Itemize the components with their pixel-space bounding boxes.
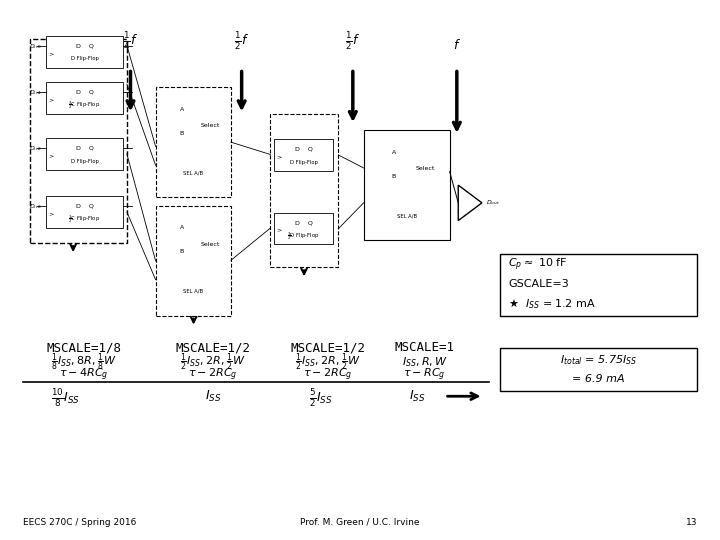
Text: $\tau - 2RC_g$: $\tau - 2RC_g$ bbox=[303, 367, 353, 383]
Text: MSCALE=1: MSCALE=1 bbox=[395, 341, 454, 354]
Text: Select: Select bbox=[416, 166, 436, 171]
Text: = 6.9 mA: = 6.9 mA bbox=[572, 374, 625, 384]
Text: >: > bbox=[48, 153, 53, 158]
Text: $I_{total}$ = 5.75$I_{SS}$: $I_{total}$ = 5.75$I_{SS}$ bbox=[559, 353, 637, 367]
Text: B: B bbox=[180, 131, 184, 136]
Text: $D_{in1}$: $D_{in1}$ bbox=[29, 88, 42, 97]
Text: $D_{in0}$: $D_{in0}$ bbox=[29, 42, 42, 51]
Text: EECS 270C / Spring 2016: EECS 270C / Spring 2016 bbox=[23, 518, 136, 527]
Text: B: B bbox=[392, 174, 396, 179]
Text: $I_{SS}$: $I_{SS}$ bbox=[204, 389, 221, 404]
Bar bbox=[274, 213, 333, 244]
Text: $f$: $f$ bbox=[453, 38, 461, 52]
Text: D    Q: D Q bbox=[76, 90, 94, 95]
Bar bbox=[364, 130, 450, 240]
Text: $\bigstar$  $I_{SS}$ = 1.2 mA: $\bigstar$ $I_{SS}$ = 1.2 mA bbox=[508, 298, 596, 312]
Text: $\frac{10}{8}I_{SS}$: $\frac{10}{8}I_{SS}$ bbox=[51, 387, 81, 409]
Text: D Flip-Flop: D Flip-Flop bbox=[71, 159, 99, 164]
Text: $I_{SS}$: $I_{SS}$ bbox=[409, 389, 426, 404]
Text: D Flip-Flop: D Flip-Flop bbox=[71, 57, 99, 62]
Bar bbox=[274, 139, 333, 171]
Text: D    Q: D Q bbox=[294, 147, 312, 152]
Text: A: A bbox=[180, 107, 184, 112]
Bar bbox=[500, 348, 697, 391]
Text: MSCALE=1/8: MSCALE=1/8 bbox=[46, 341, 122, 354]
Text: Select: Select bbox=[200, 241, 220, 247]
Text: >: > bbox=[276, 154, 282, 159]
Text: $\frac{1}{8}I_{SS}, 8R, \frac{1}{8}W$: $\frac{1}{8}I_{SS}, 8R, \frac{1}{8}W$ bbox=[51, 352, 117, 373]
Text: GSCALE=3: GSCALE=3 bbox=[508, 279, 570, 288]
Text: SEL A/B: SEL A/B bbox=[397, 214, 417, 219]
Text: $D_{out}$: $D_{out}$ bbox=[485, 198, 500, 207]
Bar bbox=[270, 114, 338, 267]
Text: D    Q: D Q bbox=[76, 204, 94, 208]
Text: $\frac{1}{2}I_{SS}, 2R, \frac{1}{2}W$: $\frac{1}{2}I_{SS}, 2R, \frac{1}{2}W$ bbox=[180, 352, 246, 373]
Text: $\frac{1}{2}I_{SS}, 2R, \frac{1}{2}W$: $\frac{1}{2}I_{SS}, 2R, \frac{1}{2}W$ bbox=[295, 352, 361, 373]
Text: $C_p \approx$ 10 fF: $C_p \approx$ 10 fF bbox=[508, 257, 568, 273]
Text: 13: 13 bbox=[685, 518, 697, 527]
Text: Select: Select bbox=[200, 124, 220, 129]
Text: $\frac{3}{2}$C Flip-Flop: $\frac{3}{2}$C Flip-Flop bbox=[68, 213, 101, 225]
Text: $D_{in3}$: $D_{in3}$ bbox=[29, 202, 42, 211]
Bar bbox=[46, 196, 123, 228]
Polygon shape bbox=[458, 185, 482, 220]
Text: A: A bbox=[392, 150, 396, 155]
Text: $\frac{1}{2}f$: $\frac{1}{2}f$ bbox=[346, 31, 361, 52]
Text: A: A bbox=[180, 225, 184, 230]
Text: $\tau - 2RC_g$: $\tau - 2RC_g$ bbox=[188, 367, 238, 383]
Bar bbox=[46, 36, 123, 68]
Text: $D_{in2}$: $D_{in2}$ bbox=[29, 144, 42, 153]
Bar bbox=[46, 82, 123, 114]
Text: $\frac{1}{4}f$: $\frac{1}{4}f$ bbox=[123, 31, 138, 52]
Bar bbox=[30, 39, 127, 243]
Text: D    Q: D Q bbox=[76, 44, 94, 49]
Bar bbox=[156, 206, 231, 316]
Text: Prof. M. Green / U.C. Irvine: Prof. M. Green / U.C. Irvine bbox=[300, 518, 420, 527]
Text: >: > bbox=[276, 228, 282, 233]
Text: $\frac{3}{2}$C Flip-Flop: $\frac{3}{2}$C Flip-Flop bbox=[68, 99, 101, 111]
Text: D    Q: D Q bbox=[294, 220, 312, 226]
Text: $\tau - RC_g$: $\tau - RC_g$ bbox=[403, 367, 446, 383]
Text: MSCALE=1/2: MSCALE=1/2 bbox=[176, 341, 251, 354]
Text: $\frac{1}{2}f$: $\frac{1}{2}f$ bbox=[234, 31, 249, 52]
Text: $\tau - 4RC_g$: $\tau - 4RC_g$ bbox=[59, 367, 109, 383]
Text: $I_{SS}, R, W$: $I_{SS}, R, W$ bbox=[402, 355, 448, 369]
Text: >: > bbox=[48, 51, 53, 56]
Text: MSCALE=1/2: MSCALE=1/2 bbox=[290, 341, 365, 354]
Bar bbox=[156, 87, 231, 198]
Text: $\frac{5}{2}I_{SS}$: $\frac{5}{2}I_{SS}$ bbox=[309, 387, 333, 409]
Text: D Flip-Flop: D Flip-Flop bbox=[289, 160, 318, 165]
Text: >: > bbox=[48, 97, 53, 102]
Text: SEL A/B: SEL A/B bbox=[183, 289, 203, 294]
Text: $\frac{3}{2}$D Flip-Flop: $\frac{3}{2}$D Flip-Flop bbox=[287, 231, 320, 242]
Text: >: > bbox=[48, 211, 53, 216]
Text: SEL A/B: SEL A/B bbox=[183, 171, 203, 176]
Text: B: B bbox=[180, 249, 184, 254]
Text: D    Q: D Q bbox=[76, 146, 94, 151]
Bar bbox=[46, 138, 123, 170]
Bar bbox=[500, 254, 697, 316]
